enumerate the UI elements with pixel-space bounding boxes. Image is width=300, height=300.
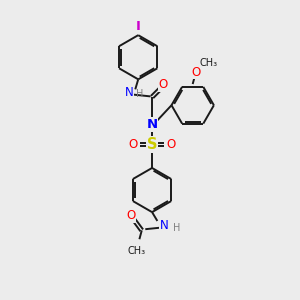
Text: H: H — [173, 223, 181, 233]
Text: O: O — [191, 66, 200, 79]
Text: O: O — [167, 138, 176, 151]
Text: CH₃: CH₃ — [128, 246, 146, 256]
Text: H: H — [136, 89, 143, 99]
Text: O: O — [158, 78, 168, 91]
Text: I: I — [136, 20, 141, 33]
Text: N: N — [146, 118, 158, 131]
Text: N: N — [125, 86, 134, 99]
Text: O: O — [128, 138, 137, 151]
Text: O: O — [127, 209, 136, 222]
Text: N: N — [160, 219, 169, 232]
Text: S: S — [147, 137, 157, 152]
Text: CH₃: CH₃ — [200, 58, 217, 68]
